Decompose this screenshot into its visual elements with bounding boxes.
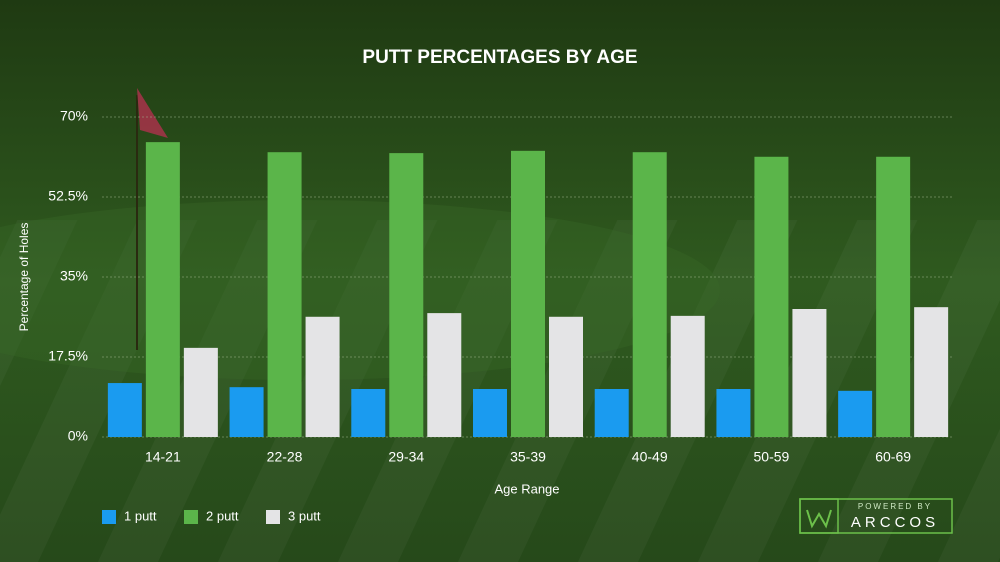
legend-swatch — [102, 510, 116, 524]
bar — [183, 347, 218, 437]
bar — [305, 316, 340, 437]
bar — [549, 316, 583, 437]
bar — [145, 142, 180, 437]
y-tick-label: 52.5% — [48, 188, 88, 204]
x-tick-label: 29-34 — [388, 449, 424, 465]
x-tick-label: 35-39 — [510, 449, 546, 465]
bar — [351, 389, 386, 437]
logo-top: POWERED BY — [858, 502, 932, 511]
bar — [229, 387, 264, 437]
y-axis-label: Percentage of Holes — [17, 223, 31, 332]
logo-icon-box — [799, 498, 839, 534]
logo-name: ARCCOS — [851, 514, 939, 531]
logo-icon — [806, 509, 832, 529]
legend-swatch — [266, 510, 280, 524]
y-tick-label: 17.5% — [48, 348, 88, 364]
bar — [838, 390, 873, 437]
legend-swatch — [184, 510, 198, 524]
bar — [107, 383, 142, 437]
bar — [632, 152, 667, 437]
bar — [716, 389, 751, 437]
legend-label: 3 putt — [288, 508, 321, 523]
x-axis-label: Age Range — [494, 481, 559, 496]
bar — [267, 152, 302, 437]
bar — [876, 156, 911, 437]
bar — [427, 313, 462, 437]
x-tick-label: 60-69 — [875, 449, 911, 465]
y-tick-label: 0% — [68, 428, 88, 444]
branding: POWERED BY ARCCOS — [799, 498, 953, 534]
y-tick-label: 70% — [60, 108, 88, 124]
chart-title: PUTT PERCENTAGES BY AGE — [362, 47, 637, 68]
legend-label: 1 putt — [124, 508, 157, 523]
x-tick-label: 22-28 — [267, 449, 303, 465]
flag — [137, 88, 168, 138]
bar — [670, 315, 705, 437]
bar — [754, 156, 789, 437]
bar — [473, 389, 507, 437]
bar — [389, 153, 424, 437]
bar — [914, 307, 949, 437]
x-tick-label: 14-21 — [145, 449, 181, 465]
legend-label: 2 putt — [206, 508, 239, 523]
bar — [511, 150, 545, 438]
x-tick-label: 50-59 — [754, 449, 790, 465]
bar — [792, 309, 827, 437]
y-tick-label: 35% — [60, 268, 88, 284]
x-tick-label: 40-49 — [632, 449, 668, 465]
bar — [594, 389, 629, 437]
